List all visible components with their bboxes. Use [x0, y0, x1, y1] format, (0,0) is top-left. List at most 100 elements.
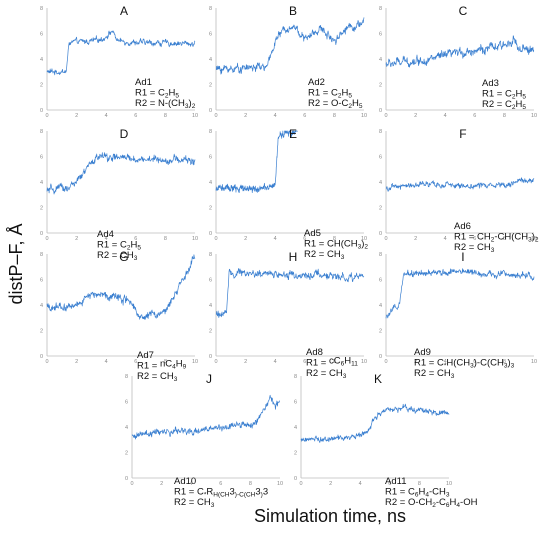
y-tick-label: 2	[40, 206, 43, 212]
annotation-line: R2 = CH3	[97, 250, 138, 262]
x-tick-label: 8	[164, 236, 167, 242]
annotation-line: R2 = C2H5	[482, 99, 526, 111]
y-tick-label: 4	[209, 57, 212, 63]
annotation-line: R2 = CH3	[137, 371, 178, 383]
x-tick-label: 2	[244, 359, 247, 365]
x-tick-label: 4	[274, 359, 277, 365]
y-tick-label: 4	[209, 180, 212, 186]
annotation-line: Ad7	[137, 350, 154, 361]
annotation-line: R1 = C6H4-CH3	[385, 487, 450, 499]
x-axis-label: Simulation time, ns	[254, 506, 406, 526]
y-tick-label: 4	[294, 425, 297, 431]
series-line	[385, 35, 535, 68]
x-tick-label: 8	[503, 359, 506, 365]
annotation-line: Ad9	[414, 347, 431, 358]
annotation-line: R2 = N-(CH3)2	[135, 98, 196, 110]
y-tick-label: 6	[40, 32, 43, 38]
y-tick-label: 6	[294, 400, 297, 406]
x-tick-label: 4	[105, 359, 108, 365]
x-tick-label: 4	[274, 236, 277, 242]
y-tick-label: 2	[379, 206, 382, 212]
x-tick-label: 2	[75, 113, 78, 119]
x-tick-label: 0	[45, 113, 48, 119]
y-tick-label: 8	[379, 129, 382, 135]
x-tick-label: 6	[219, 481, 222, 487]
x-tick-label: 0	[384, 359, 387, 365]
y-tick-label: 4	[125, 425, 128, 431]
x-tick-label: 6	[473, 359, 476, 365]
panel-letter: A	[120, 4, 128, 18]
x-tick-label: 8	[333, 113, 336, 119]
annotation-line: Ad8	[306, 347, 323, 358]
y-tick-label: 6	[379, 278, 382, 284]
x-tick-label: 2	[75, 359, 78, 365]
x-tick-label: 8	[503, 236, 506, 242]
y-tick-label: 0	[379, 108, 382, 114]
y-tick-label: 8	[379, 252, 382, 258]
x-tick-label: 6	[303, 113, 306, 119]
x-tick-label: 8	[333, 359, 336, 365]
x-tick-label: 4	[359, 481, 362, 487]
x-tick-label: 4	[105, 236, 108, 242]
annotation-line: R1 = C*RH(CH3)-C(CH3)3	[174, 487, 268, 499]
series-line	[385, 177, 535, 192]
annotation-line: R2 = CH3	[306, 368, 347, 380]
y-tick-label: 4	[40, 57, 43, 63]
panel-letter: D	[120, 127, 129, 141]
annotation-line: Ad5	[304, 228, 321, 239]
x-tick-label: 6	[303, 236, 306, 242]
x-tick-label: 8	[333, 236, 336, 242]
annotation-line: R2 = CH3	[454, 242, 495, 254]
x-tick-label: 2	[244, 113, 247, 119]
y-tick-label: 8	[40, 252, 43, 258]
annotation-line: R2 = CH3	[174, 497, 215, 509]
y-tick-label: 8	[209, 6, 212, 12]
x-tick-label: 4	[105, 113, 108, 119]
series-line	[300, 403, 450, 443]
y-tick-label: 8	[379, 6, 382, 12]
x-tick-label: 0	[384, 113, 387, 119]
series-line	[385, 268, 535, 319]
y-tick-label: 0	[209, 108, 212, 114]
x-tick-label: 0	[214, 113, 217, 119]
y-tick-label: 6	[40, 278, 43, 284]
annotation-line: Ad4	[97, 229, 114, 240]
x-tick-label: 4	[444, 236, 447, 242]
annotation-line: Ad3	[482, 78, 499, 89]
y-tick-label: 2	[40, 83, 43, 89]
y-tick-label: 0	[209, 354, 212, 360]
y-tick-label: 8	[209, 129, 212, 135]
x-tick-label: 0	[299, 481, 302, 487]
x-tick-label: 2	[160, 481, 163, 487]
panel-letter: C	[459, 4, 468, 18]
y-tick-label: 2	[209, 206, 212, 212]
x-tick-label: 6	[473, 236, 476, 242]
y-tick-label: 0	[379, 231, 382, 237]
series-line	[215, 17, 365, 75]
y-tick-label: 6	[209, 32, 212, 38]
x-tick-label: 0	[384, 236, 387, 242]
annotation-line: Ad10	[174, 476, 196, 487]
y-tick-label: 4	[40, 180, 43, 186]
series-line	[215, 268, 365, 318]
y-tick-label: 2	[294, 451, 297, 457]
y-tick-label: 0	[209, 231, 212, 237]
x-tick-label: 2	[414, 359, 417, 365]
y-tick-label: 8	[125, 374, 128, 380]
annotation-line: R1 = C2H5	[482, 89, 526, 101]
x-tick-label: 2	[414, 113, 417, 119]
y-tick-label: 4	[209, 303, 212, 309]
panel-letter: E	[289, 127, 297, 141]
annotation-line: Ad6	[454, 221, 471, 232]
annotation-line: R2 = CH3	[304, 249, 345, 261]
annotation-line: R1 = C2H5	[135, 88, 179, 100]
x-tick-label: 10	[277, 481, 283, 487]
x-tick-label: 10	[192, 236, 198, 242]
x-tick-label: 10	[531, 236, 537, 242]
